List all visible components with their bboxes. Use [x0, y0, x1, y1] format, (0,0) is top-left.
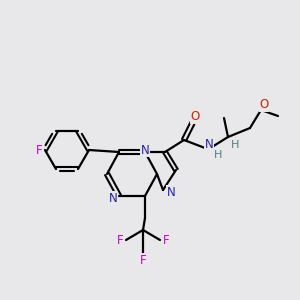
Text: N: N	[141, 143, 149, 157]
Text: O: O	[260, 98, 268, 112]
Text: H: H	[231, 140, 239, 150]
Text: O: O	[190, 110, 200, 124]
Text: N: N	[109, 191, 117, 205]
Text: F: F	[117, 235, 123, 248]
Text: N: N	[205, 139, 213, 152]
Text: H: H	[214, 150, 222, 160]
Text: F: F	[36, 143, 42, 157]
Text: N: N	[167, 185, 176, 199]
Text: F: F	[163, 235, 169, 248]
Text: F: F	[140, 254, 146, 266]
